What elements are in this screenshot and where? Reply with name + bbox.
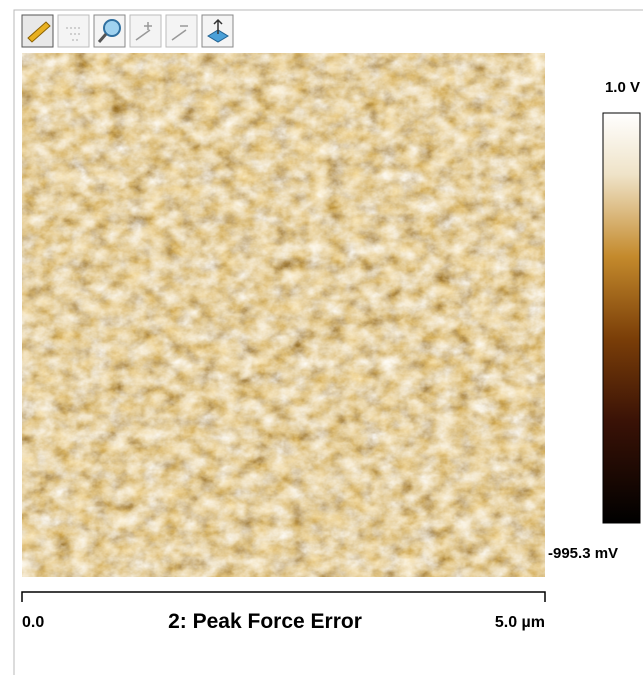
ruler-button[interactable] xyxy=(22,15,53,47)
filter-button[interactable] xyxy=(58,15,89,47)
scale-bar xyxy=(22,592,545,602)
colorbar-min-label: -995.3 mV xyxy=(548,545,618,562)
3d-view-button[interactable] xyxy=(202,15,233,47)
zoom-out-button[interactable] xyxy=(166,15,197,47)
scale-start-label: 0.0 xyxy=(22,614,44,631)
afm-image xyxy=(22,53,545,577)
toolbar xyxy=(22,15,233,47)
color-bar xyxy=(603,113,640,523)
image-title: 2: Peak Force Error xyxy=(168,610,362,633)
zoom-in-button[interactable] xyxy=(130,15,161,47)
zoom-button[interactable] xyxy=(94,15,125,47)
scale-end-label: 5.0 µm xyxy=(495,614,545,631)
afm-viewer: 1.0 V -995.3 mV 0.0 2: Peak Force Error … xyxy=(0,0,643,675)
colorbar-max-label: 1.0 V xyxy=(605,79,640,96)
